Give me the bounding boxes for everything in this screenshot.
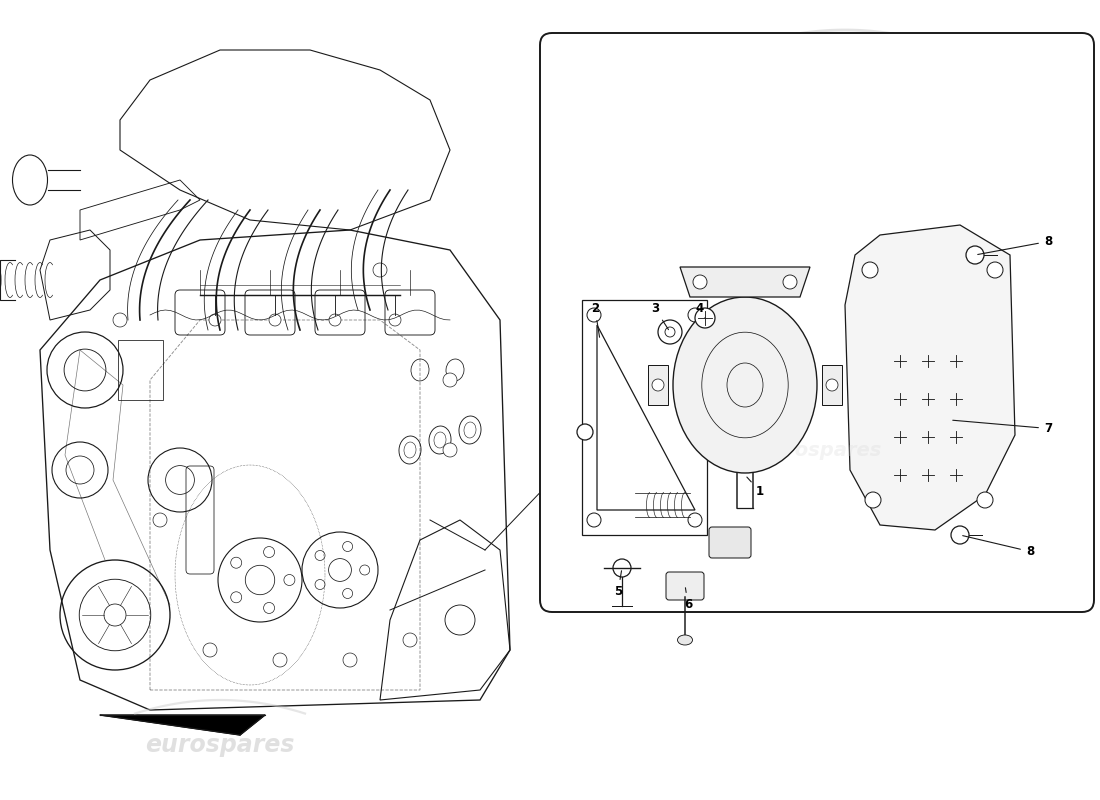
FancyBboxPatch shape <box>666 572 704 600</box>
Circle shape <box>373 263 387 277</box>
Circle shape <box>315 550 324 561</box>
Circle shape <box>153 513 167 527</box>
Polygon shape <box>845 225 1015 530</box>
Text: 7: 7 <box>953 420 1052 435</box>
Circle shape <box>578 424 593 440</box>
Circle shape <box>270 314 280 326</box>
Text: 2: 2 <box>591 302 600 338</box>
Circle shape <box>389 314 402 326</box>
Circle shape <box>658 320 682 344</box>
Circle shape <box>826 379 838 391</box>
Text: eurospares: eurospares <box>145 733 295 757</box>
Polygon shape <box>100 715 265 735</box>
Text: 4: 4 <box>696 302 705 318</box>
Circle shape <box>342 589 353 598</box>
Circle shape <box>987 262 1003 278</box>
FancyBboxPatch shape <box>710 527 751 558</box>
Circle shape <box>209 314 221 326</box>
Text: 8: 8 <box>978 235 1052 254</box>
Text: eurospares: eurospares <box>761 77 928 103</box>
Circle shape <box>443 443 456 457</box>
Polygon shape <box>680 267 810 297</box>
Circle shape <box>264 546 275 558</box>
Circle shape <box>342 542 353 551</box>
Circle shape <box>113 313 127 327</box>
Circle shape <box>231 592 242 602</box>
Text: 5: 5 <box>614 570 623 598</box>
Circle shape <box>403 633 417 647</box>
Polygon shape <box>648 365 668 405</box>
Circle shape <box>695 308 715 328</box>
Circle shape <box>204 643 217 657</box>
Circle shape <box>360 565 370 575</box>
Circle shape <box>315 579 324 590</box>
Text: 8: 8 <box>962 536 1034 558</box>
Circle shape <box>231 558 242 568</box>
Circle shape <box>693 275 707 289</box>
Bar <box>118 340 163 400</box>
Circle shape <box>783 275 798 289</box>
Circle shape <box>273 653 287 667</box>
Circle shape <box>688 513 702 527</box>
Circle shape <box>587 308 601 322</box>
Circle shape <box>862 262 878 278</box>
Text: eurospares: eurospares <box>758 441 882 459</box>
Text: 1: 1 <box>747 477 764 498</box>
Circle shape <box>329 314 341 326</box>
Circle shape <box>613 559 631 577</box>
Polygon shape <box>822 365 842 405</box>
Ellipse shape <box>673 297 817 473</box>
Circle shape <box>587 513 601 527</box>
Circle shape <box>952 526 969 544</box>
Circle shape <box>977 492 993 508</box>
FancyBboxPatch shape <box>540 33 1094 612</box>
Circle shape <box>284 574 295 586</box>
Circle shape <box>865 492 881 508</box>
Ellipse shape <box>678 635 693 645</box>
Circle shape <box>264 602 275 614</box>
Circle shape <box>688 308 702 322</box>
Circle shape <box>966 246 984 264</box>
Text: 3: 3 <box>651 302 669 330</box>
Circle shape <box>343 653 358 667</box>
Circle shape <box>652 379 664 391</box>
Circle shape <box>443 373 456 387</box>
Text: 6: 6 <box>684 588 692 611</box>
